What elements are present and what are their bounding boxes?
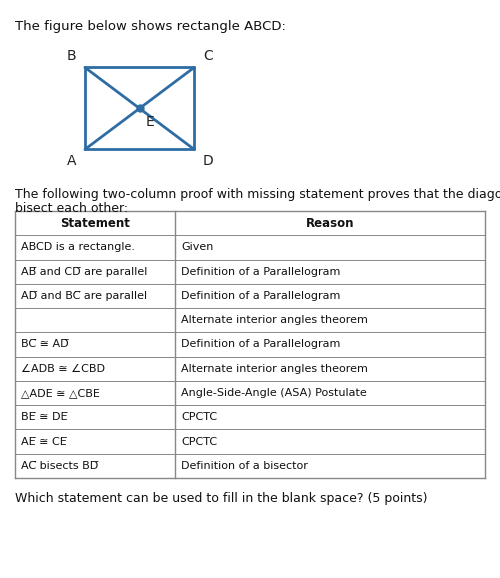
Text: Definition of a Parallelogram: Definition of a Parallelogram [181, 339, 340, 350]
Text: bisect each other:: bisect each other: [15, 202, 128, 215]
Text: C: C [203, 49, 212, 63]
Text: Definition of a Parallelogram: Definition of a Parallelogram [181, 291, 340, 301]
Text: Which statement can be used to fill in the blank space? (5 points): Which statement can be used to fill in t… [15, 492, 428, 505]
Text: Definition of a bisector: Definition of a bisector [181, 461, 308, 471]
Text: Angle-Side-Angle (ASA) Postulate: Angle-Side-Angle (ASA) Postulate [181, 388, 367, 398]
Text: Alternate interior angles theorem: Alternate interior angles theorem [181, 364, 368, 374]
Text: The following two-column proof with missing statement proves that the diagonals : The following two-column proof with miss… [15, 188, 500, 201]
Text: AC̅ bisects BD̅: AC̅ bisects BD̅ [21, 461, 98, 471]
Text: AB̅ and CD̅ are parallel: AB̅ and CD̅ are parallel [21, 266, 148, 277]
Text: △ADE ≅ △CBE: △ADE ≅ △CBE [21, 388, 100, 398]
Text: Statement: Statement [60, 217, 130, 229]
Text: ∠ADB ≅ ∠CBD: ∠ADB ≅ ∠CBD [21, 364, 105, 374]
Text: A: A [66, 154, 76, 168]
Text: AE̅ ≅ CE̅: AE̅ ≅ CE̅ [21, 436, 67, 447]
Text: ABCD is a rectangle.: ABCD is a rectangle. [21, 242, 135, 253]
Text: BC̅ ≅ AD̅: BC̅ ≅ AD̅ [21, 339, 68, 350]
Text: D: D [203, 154, 213, 168]
Text: E: E [146, 115, 155, 129]
Text: Given: Given [181, 242, 214, 253]
Text: The figure below shows rectangle ABCD:: The figure below shows rectangle ABCD: [15, 20, 286, 33]
Text: B: B [66, 49, 76, 63]
Text: AD̅ and BC̅ are parallel: AD̅ and BC̅ are parallel [21, 291, 147, 301]
Text: Definition of a Parallelogram: Definition of a Parallelogram [181, 266, 340, 277]
Text: BE̅ ≅ DE̅: BE̅ ≅ DE̅ [21, 412, 68, 423]
Text: CPCTC: CPCTC [181, 436, 217, 447]
Text: Reason: Reason [306, 217, 354, 229]
Text: CPCTC: CPCTC [181, 412, 217, 423]
Text: Alternate interior angles theorem: Alternate interior angles theorem [181, 315, 368, 325]
